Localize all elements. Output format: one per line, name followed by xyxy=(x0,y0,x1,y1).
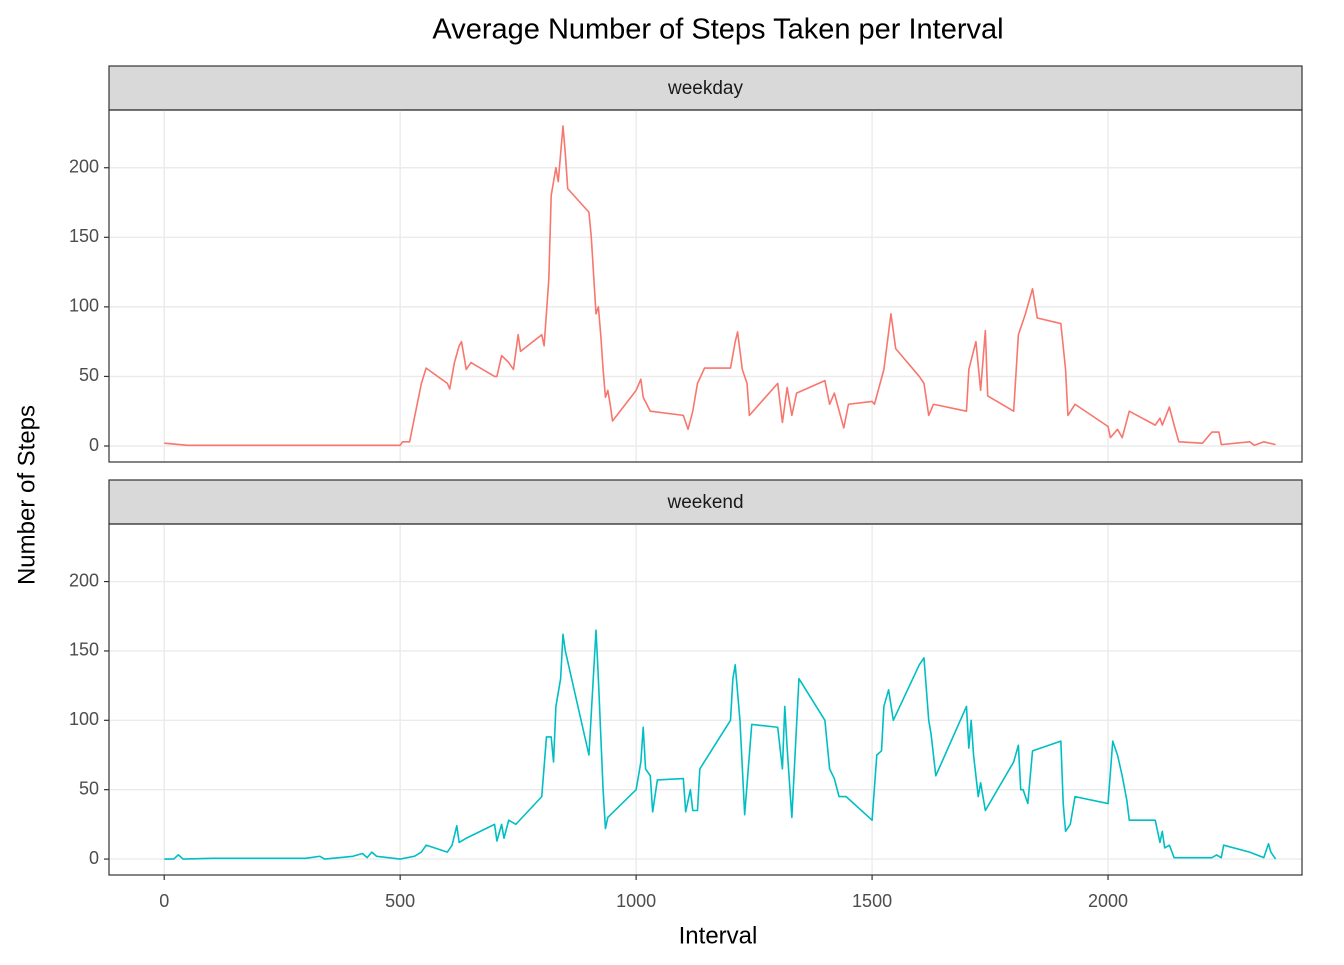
y-tick-label: 200 xyxy=(69,156,99,176)
panel-border xyxy=(108,523,1303,876)
chart-title: Average Number of Steps Taken per Interv… xyxy=(432,14,1003,46)
x-axis-label: Interval xyxy=(679,922,758,949)
y-axis-label: Number of Steps xyxy=(13,405,40,585)
y-tick-label: 150 xyxy=(69,640,99,660)
y-tick-label: 200 xyxy=(69,570,99,590)
y-tick-label: 0 xyxy=(89,848,99,868)
y-tick-label: 100 xyxy=(69,296,99,316)
y-tick-label: 100 xyxy=(69,709,99,729)
y-tick-label: 150 xyxy=(69,226,99,246)
data-line xyxy=(164,125,1276,447)
data-line xyxy=(164,629,1277,860)
facet-label: weekend xyxy=(666,492,743,513)
x-tick-label: 1500 xyxy=(852,891,892,911)
y-tick-label: 50 xyxy=(79,365,99,385)
facet-strip xyxy=(108,65,1303,111)
panel-border xyxy=(108,109,1303,463)
x-tick-label: 500 xyxy=(385,891,415,911)
y-tick-label: 0 xyxy=(89,435,99,455)
x-tick-label: 0 xyxy=(159,891,169,911)
y-tick-label: 50 xyxy=(79,778,99,798)
x-tick-label: 1000 xyxy=(616,891,656,911)
facet-label: weekday xyxy=(667,78,743,99)
x-tick-label: 2000 xyxy=(1088,891,1128,911)
